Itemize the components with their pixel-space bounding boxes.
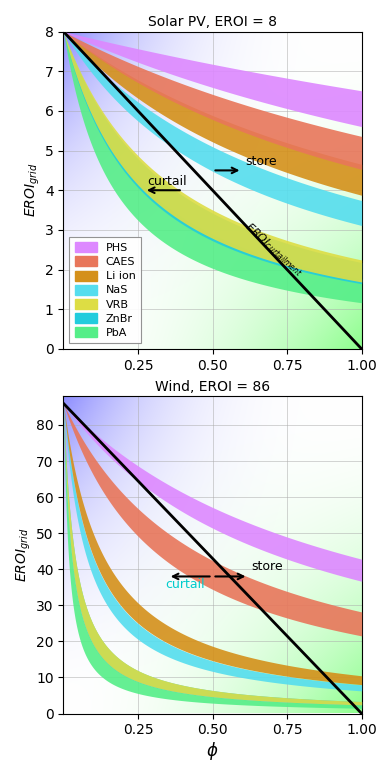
Title: Solar PV, EROI = 8: Solar PV, EROI = 8 [148, 15, 277, 29]
Text: curtail: curtail [165, 578, 205, 591]
Legend: PHS, CAES, Li ion, NaS, VRB, ZnBr, PbA: PHS, CAES, Li ion, NaS, VRB, ZnBr, PbA [69, 237, 141, 343]
Text: store: store [245, 155, 277, 169]
Y-axis label: $EROI_{grid}$: $EROI_{grid}$ [15, 528, 33, 582]
Y-axis label: $EROI_{grid}$: $EROI_{grid}$ [24, 163, 42, 218]
Text: $EROI_{curtailment}$: $EROI_{curtailment}$ [242, 220, 307, 280]
Text: curtail: curtail [147, 176, 187, 188]
X-axis label: $\phi$: $\phi$ [206, 740, 219, 762]
Title: Wind, EROI = 86: Wind, EROI = 86 [155, 380, 270, 394]
Text: store: store [251, 560, 283, 573]
